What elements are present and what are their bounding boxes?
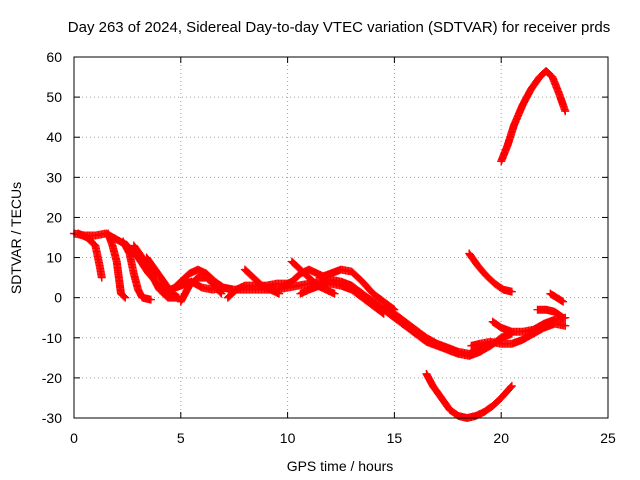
y-tick-label: 40 <box>46 129 62 145</box>
marker-trace <box>546 289 568 306</box>
y-tick-label: 50 <box>46 89 62 105</box>
series-track-8 <box>176 273 226 306</box>
series-track-4 <box>119 237 155 304</box>
x-tick-label: 25 <box>600 430 616 446</box>
marker-trace <box>159 265 237 298</box>
y-tick-label: -30 <box>42 410 62 426</box>
series-track-3 <box>104 229 130 302</box>
x-tick-label: 15 <box>387 430 403 446</box>
marker-trace <box>533 305 568 322</box>
marker-trace <box>296 279 388 318</box>
y-tick-label: 20 <box>46 209 62 225</box>
x-axis-ticks: 0 5 10 15 20 25 <box>70 57 616 446</box>
y-tick-label: -10 <box>42 330 62 346</box>
marker-trace <box>240 265 284 298</box>
y-tick-label: 30 <box>46 169 62 185</box>
y-axis-ticks: -30 -20 -10 0 10 20 30 40 50 60 <box>42 49 608 426</box>
grid-lines <box>74 57 608 418</box>
x-tick-label: 20 <box>493 430 509 446</box>
plot-frame <box>73 56 609 419</box>
chart-title: Day 263 of 2024, Sidereal Day-to-day VTE… <box>68 19 610 36</box>
y-tick-label: 0 <box>54 290 62 306</box>
y-tick-label: 10 <box>46 250 62 266</box>
marker-trace <box>465 249 516 296</box>
series-track-18 <box>467 319 570 350</box>
marker-trace <box>379 301 495 358</box>
marker-trace <box>315 265 399 314</box>
series-track-2 <box>74 229 106 282</box>
marker-trace <box>422 369 516 422</box>
data-points <box>70 67 570 422</box>
series-track-13 <box>296 279 388 318</box>
series-track-10 <box>240 265 284 298</box>
series-track-21 <box>546 289 568 306</box>
y-axis-label: SDTVAR / TECUs <box>8 182 24 294</box>
marker-trace <box>467 319 570 350</box>
marker-trace <box>104 229 130 302</box>
series-track-17 <box>465 249 516 296</box>
series-track-7 <box>159 265 237 298</box>
series-track-16 <box>422 369 516 422</box>
series-track-19 <box>488 313 570 336</box>
marker-trace <box>176 273 226 306</box>
series-track-15 <box>379 301 495 358</box>
x-tick-label: 5 <box>177 430 185 446</box>
series-track-20 <box>533 305 568 322</box>
series-track-14 <box>315 265 399 314</box>
marker-trace <box>497 67 570 166</box>
marker-trace <box>74 229 106 282</box>
x-axis-label: GPS time / hours <box>287 458 394 474</box>
x-tick-label: 0 <box>70 430 78 446</box>
y-tick-label: 60 <box>46 49 62 65</box>
marker-trace <box>119 237 155 304</box>
marker-trace <box>488 313 570 336</box>
y-tick-label: -20 <box>42 370 62 386</box>
series-track-22 <box>497 67 570 166</box>
x-tick-label: 10 <box>280 430 296 446</box>
